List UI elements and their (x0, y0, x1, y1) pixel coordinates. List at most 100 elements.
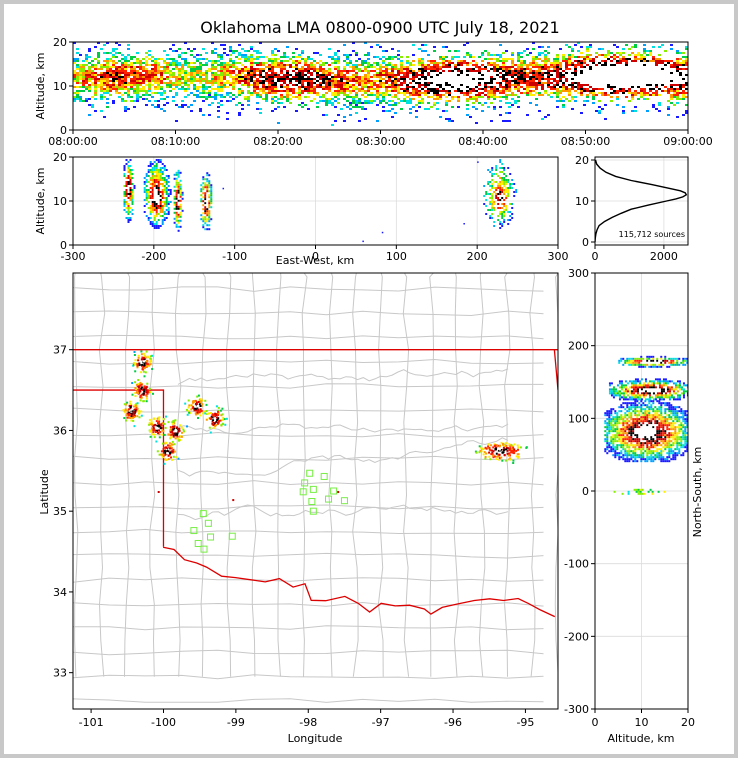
source-point (167, 458, 170, 461)
density-cell (613, 90, 616, 92)
density-cell (127, 221, 130, 223)
density-cell (670, 78, 673, 80)
density-cell (271, 90, 274, 92)
density-cell (143, 183, 146, 185)
density-cell (292, 96, 295, 98)
source-point (161, 442, 164, 445)
density-cell (155, 213, 158, 215)
density-cell (496, 54, 499, 56)
density-cell (163, 50, 166, 52)
source-point (153, 424, 156, 427)
density-cell (94, 46, 97, 48)
density-cell (325, 74, 328, 76)
density-cell (157, 161, 160, 163)
density-cell (604, 84, 607, 86)
density-cell (121, 54, 124, 56)
density-cell (340, 84, 343, 86)
density-cell (262, 88, 265, 90)
density-cell (235, 66, 238, 68)
density-cell (250, 48, 253, 50)
density-cell (562, 88, 565, 90)
density-cell (583, 56, 586, 58)
density-cell (485, 213, 488, 215)
density-cell (664, 64, 667, 66)
density-cell (161, 163, 164, 165)
density-cell (613, 64, 616, 66)
density-cell (501, 203, 504, 205)
density-cell (184, 84, 187, 86)
density-cell (238, 112, 241, 114)
density-cell (661, 84, 664, 86)
density-cell (616, 68, 619, 70)
source-point (137, 386, 140, 388)
density-cell (501, 171, 504, 173)
density-cell (445, 70, 448, 72)
density-cell (535, 76, 538, 78)
density-cell (118, 84, 121, 86)
density-cell (109, 68, 112, 70)
density-cell (505, 78, 508, 80)
density-cell (489, 209, 492, 211)
density-cell (499, 80, 502, 82)
density-cell (352, 84, 355, 86)
east-west-x-tick-label: -300 (61, 250, 86, 263)
density-cell (676, 90, 679, 92)
density-cell (604, 118, 607, 120)
density-cell (346, 94, 349, 96)
density-cell (149, 195, 152, 197)
density-cell (177, 215, 180, 218)
density-cell (124, 70, 127, 72)
density-cell (439, 78, 442, 80)
density-cell (592, 86, 595, 88)
density-cell (169, 191, 172, 193)
density-cell (337, 72, 340, 74)
east-west-y-tick-label: 0 (60, 239, 67, 252)
density-cell (298, 86, 301, 88)
density-cell (625, 76, 628, 78)
density-cell (451, 98, 454, 100)
density-cell (460, 76, 463, 78)
density-cell (280, 84, 283, 86)
density-cell (478, 72, 481, 74)
density-cell (247, 100, 250, 102)
density-cell (196, 90, 199, 92)
density-cell (616, 64, 619, 66)
density-cell (532, 76, 535, 78)
density-cell (196, 94, 199, 96)
density-cell (631, 78, 634, 80)
density-cell (355, 68, 358, 70)
density-cell (568, 88, 571, 90)
density-cell (367, 54, 370, 56)
density-cell (469, 92, 472, 94)
density-cell (142, 70, 145, 72)
density-cell (247, 90, 250, 92)
density-cell (165, 209, 168, 211)
density-cell (595, 80, 598, 82)
density-cell (129, 173, 132, 175)
density-cell (153, 227, 156, 229)
density-cell (499, 227, 502, 229)
density-cell (586, 46, 589, 48)
density-cell (553, 92, 556, 94)
source-point (178, 435, 181, 438)
density-cell (547, 72, 550, 74)
density-cell (501, 179, 504, 181)
density-cell (160, 80, 163, 82)
density-cell (520, 66, 523, 68)
density-cell (121, 62, 124, 64)
density-cell (271, 110, 274, 112)
density-cell (165, 189, 168, 191)
density-cell (586, 68, 589, 70)
density-cell (400, 92, 403, 94)
density-cell (445, 56, 448, 58)
density-cell (204, 222, 207, 225)
density-cell (436, 92, 439, 94)
density-cell (589, 64, 592, 66)
density-cell (313, 86, 316, 88)
density-cell (580, 60, 583, 62)
density-cell (427, 86, 430, 88)
density-cell (541, 74, 544, 76)
density-cell (88, 104, 91, 106)
density-cell (397, 84, 400, 86)
